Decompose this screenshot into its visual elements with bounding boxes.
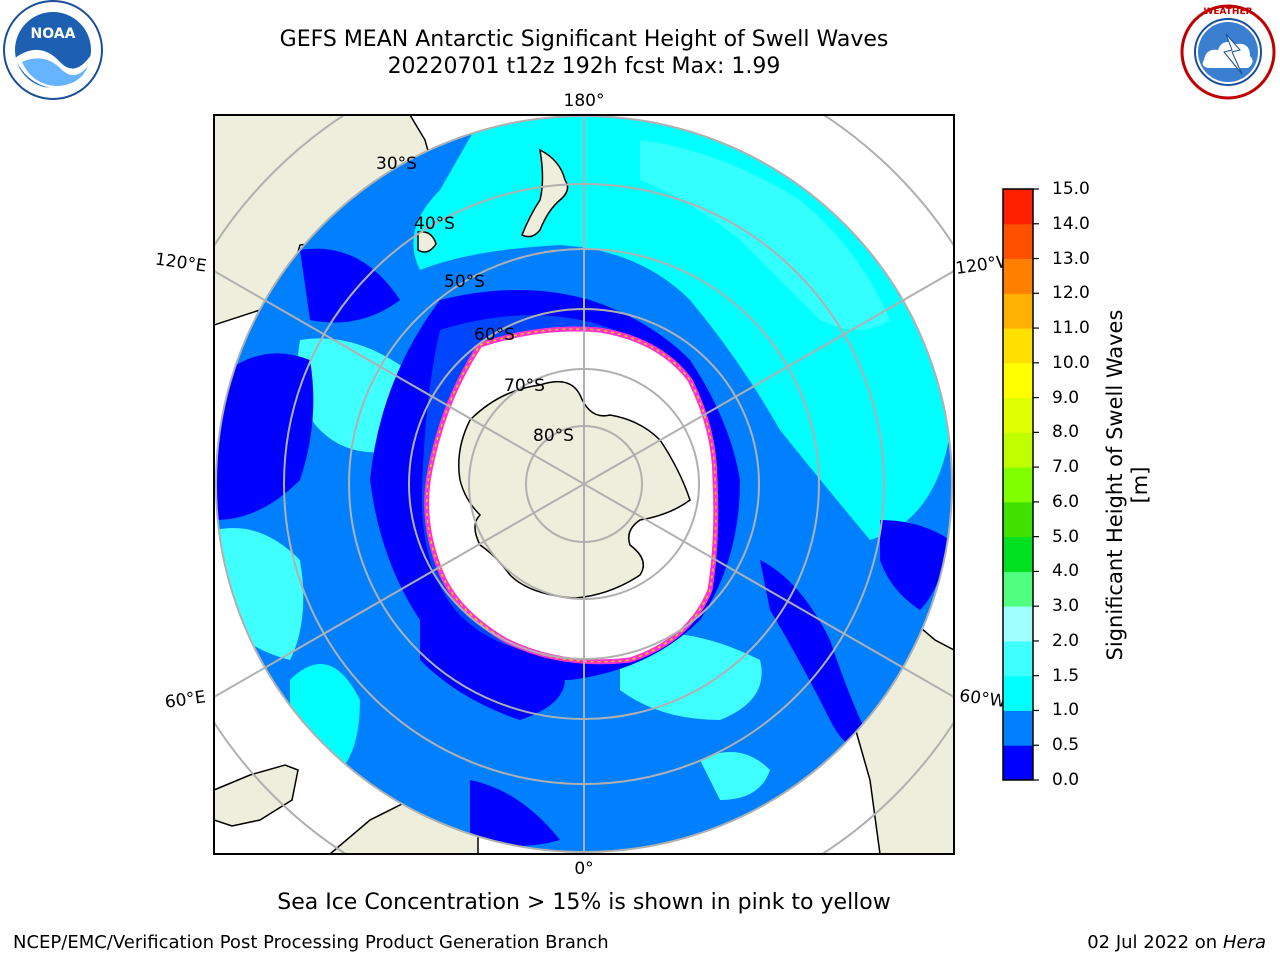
colorbar	[1003, 188, 1039, 781]
colorbar-tick-label: 9.0	[1052, 387, 1080, 408]
lat-label-80s: 80°S	[533, 426, 574, 446]
colorbar-tick-label: 2.0	[1052, 630, 1080, 651]
footer-credit: NCEP/EMC/Verification Post Processing Pr…	[13, 932, 609, 953]
lon-label-60w: 60°W	[958, 686, 1007, 712]
noaa-logo: NOAA	[3, 0, 103, 100]
colorbar-segment	[1003, 501, 1033, 538]
colorbar-tick-label: 15.0	[1052, 179, 1090, 199]
colorbar-segment	[1003, 710, 1033, 746]
lat-label-60s: 60°S	[474, 325, 515, 345]
colorbar-frame	[1002, 188, 1034, 781]
colorbar-tick-label: 7.0	[1052, 457, 1080, 478]
footer-date-text: 02 Jul 2022 on	[1087, 932, 1223, 953]
colorbar-tick-label: 10.0	[1052, 352, 1090, 373]
colorbar-tick-label: 1.5	[1052, 665, 1080, 686]
nws-logo: WEATHER	[1180, 4, 1276, 100]
lon-label-0: 0°	[574, 859, 593, 879]
colorbar-segment	[1003, 258, 1033, 294]
colorbar-tick-label: 8.0	[1052, 422, 1080, 443]
colorbar-tick-label: 0.0	[1052, 770, 1080, 790]
colorbar-tick-label: 0.5	[1052, 735, 1080, 756]
colorbar-tick-label: 4.0	[1052, 561, 1080, 582]
colorbar-segment	[1003, 640, 1033, 677]
lon-label-180: 180°	[564, 91, 605, 111]
chart-title: GEFS MEAN Antarctic Significant Height o…	[279, 27, 889, 52]
lon-label-120e: 120°E	[154, 250, 208, 277]
chart-subtitle: 20220701 t12z 192h fcst Max: 1.99	[387, 54, 781, 79]
colorbar-segment	[1003, 675, 1033, 711]
svg-text:WEATHER: WEATHER	[1203, 7, 1252, 17]
lat-label-40s: 40°S	[414, 214, 455, 234]
colorbar-tick-label: 12.0	[1052, 283, 1090, 304]
colorbar-tick-label: 3.0	[1052, 596, 1080, 617]
sea-ice-caption: Sea Ice Concentration > 15% is shown in …	[277, 890, 891, 915]
colorbar-segment	[1003, 223, 1033, 260]
lat-label-30s: 30°S	[376, 154, 417, 174]
colorbar-tick-label: 6.0	[1052, 491, 1080, 512]
colorbar-tick-label: 13.0	[1052, 248, 1090, 269]
colorbar-segment	[1003, 571, 1033, 607]
colorbar-segment	[1003, 745, 1033, 781]
lon-label-60e: 60°E	[164, 687, 207, 712]
madagascar-land	[214, 764, 299, 827]
footer-host: Hera	[1222, 932, 1266, 953]
colorbar-tick-label: 11.0	[1052, 318, 1090, 339]
colorbar-segment	[1003, 189, 1033, 225]
footer-date: 02 Jul 2022 on Hera	[1087, 932, 1266, 953]
colorbar-segment	[1003, 536, 1033, 572]
colorbar-tick-label: 1.0	[1052, 700, 1080, 721]
map-frame	[213, 114, 955, 855]
colorbar-segment	[1003, 397, 1033, 433]
colorbar-segment	[1003, 606, 1033, 642]
colorbar-tick-label: 14.0	[1052, 213, 1090, 234]
new-zealand-land	[521, 148, 569, 238]
colorbar-segment	[1003, 467, 1033, 503]
lat-label-70s: 70°S	[504, 376, 545, 396]
noaa-logo-text: NOAA	[31, 26, 76, 42]
graticule	[214, 115, 954, 854]
colorbar-segment	[1003, 432, 1033, 468]
colorbar-segment	[1003, 362, 1033, 399]
colorbar-segment	[1003, 293, 1033, 329]
colorbar-label: Significant Height of Swell Waves [m]	[1103, 309, 1152, 661]
colorbar-tick-label: 5.0	[1052, 526, 1080, 547]
tasmania-land	[417, 231, 437, 253]
colorbar-segment	[1003, 328, 1033, 364]
lat-label-50s: 50°S	[444, 272, 485, 292]
